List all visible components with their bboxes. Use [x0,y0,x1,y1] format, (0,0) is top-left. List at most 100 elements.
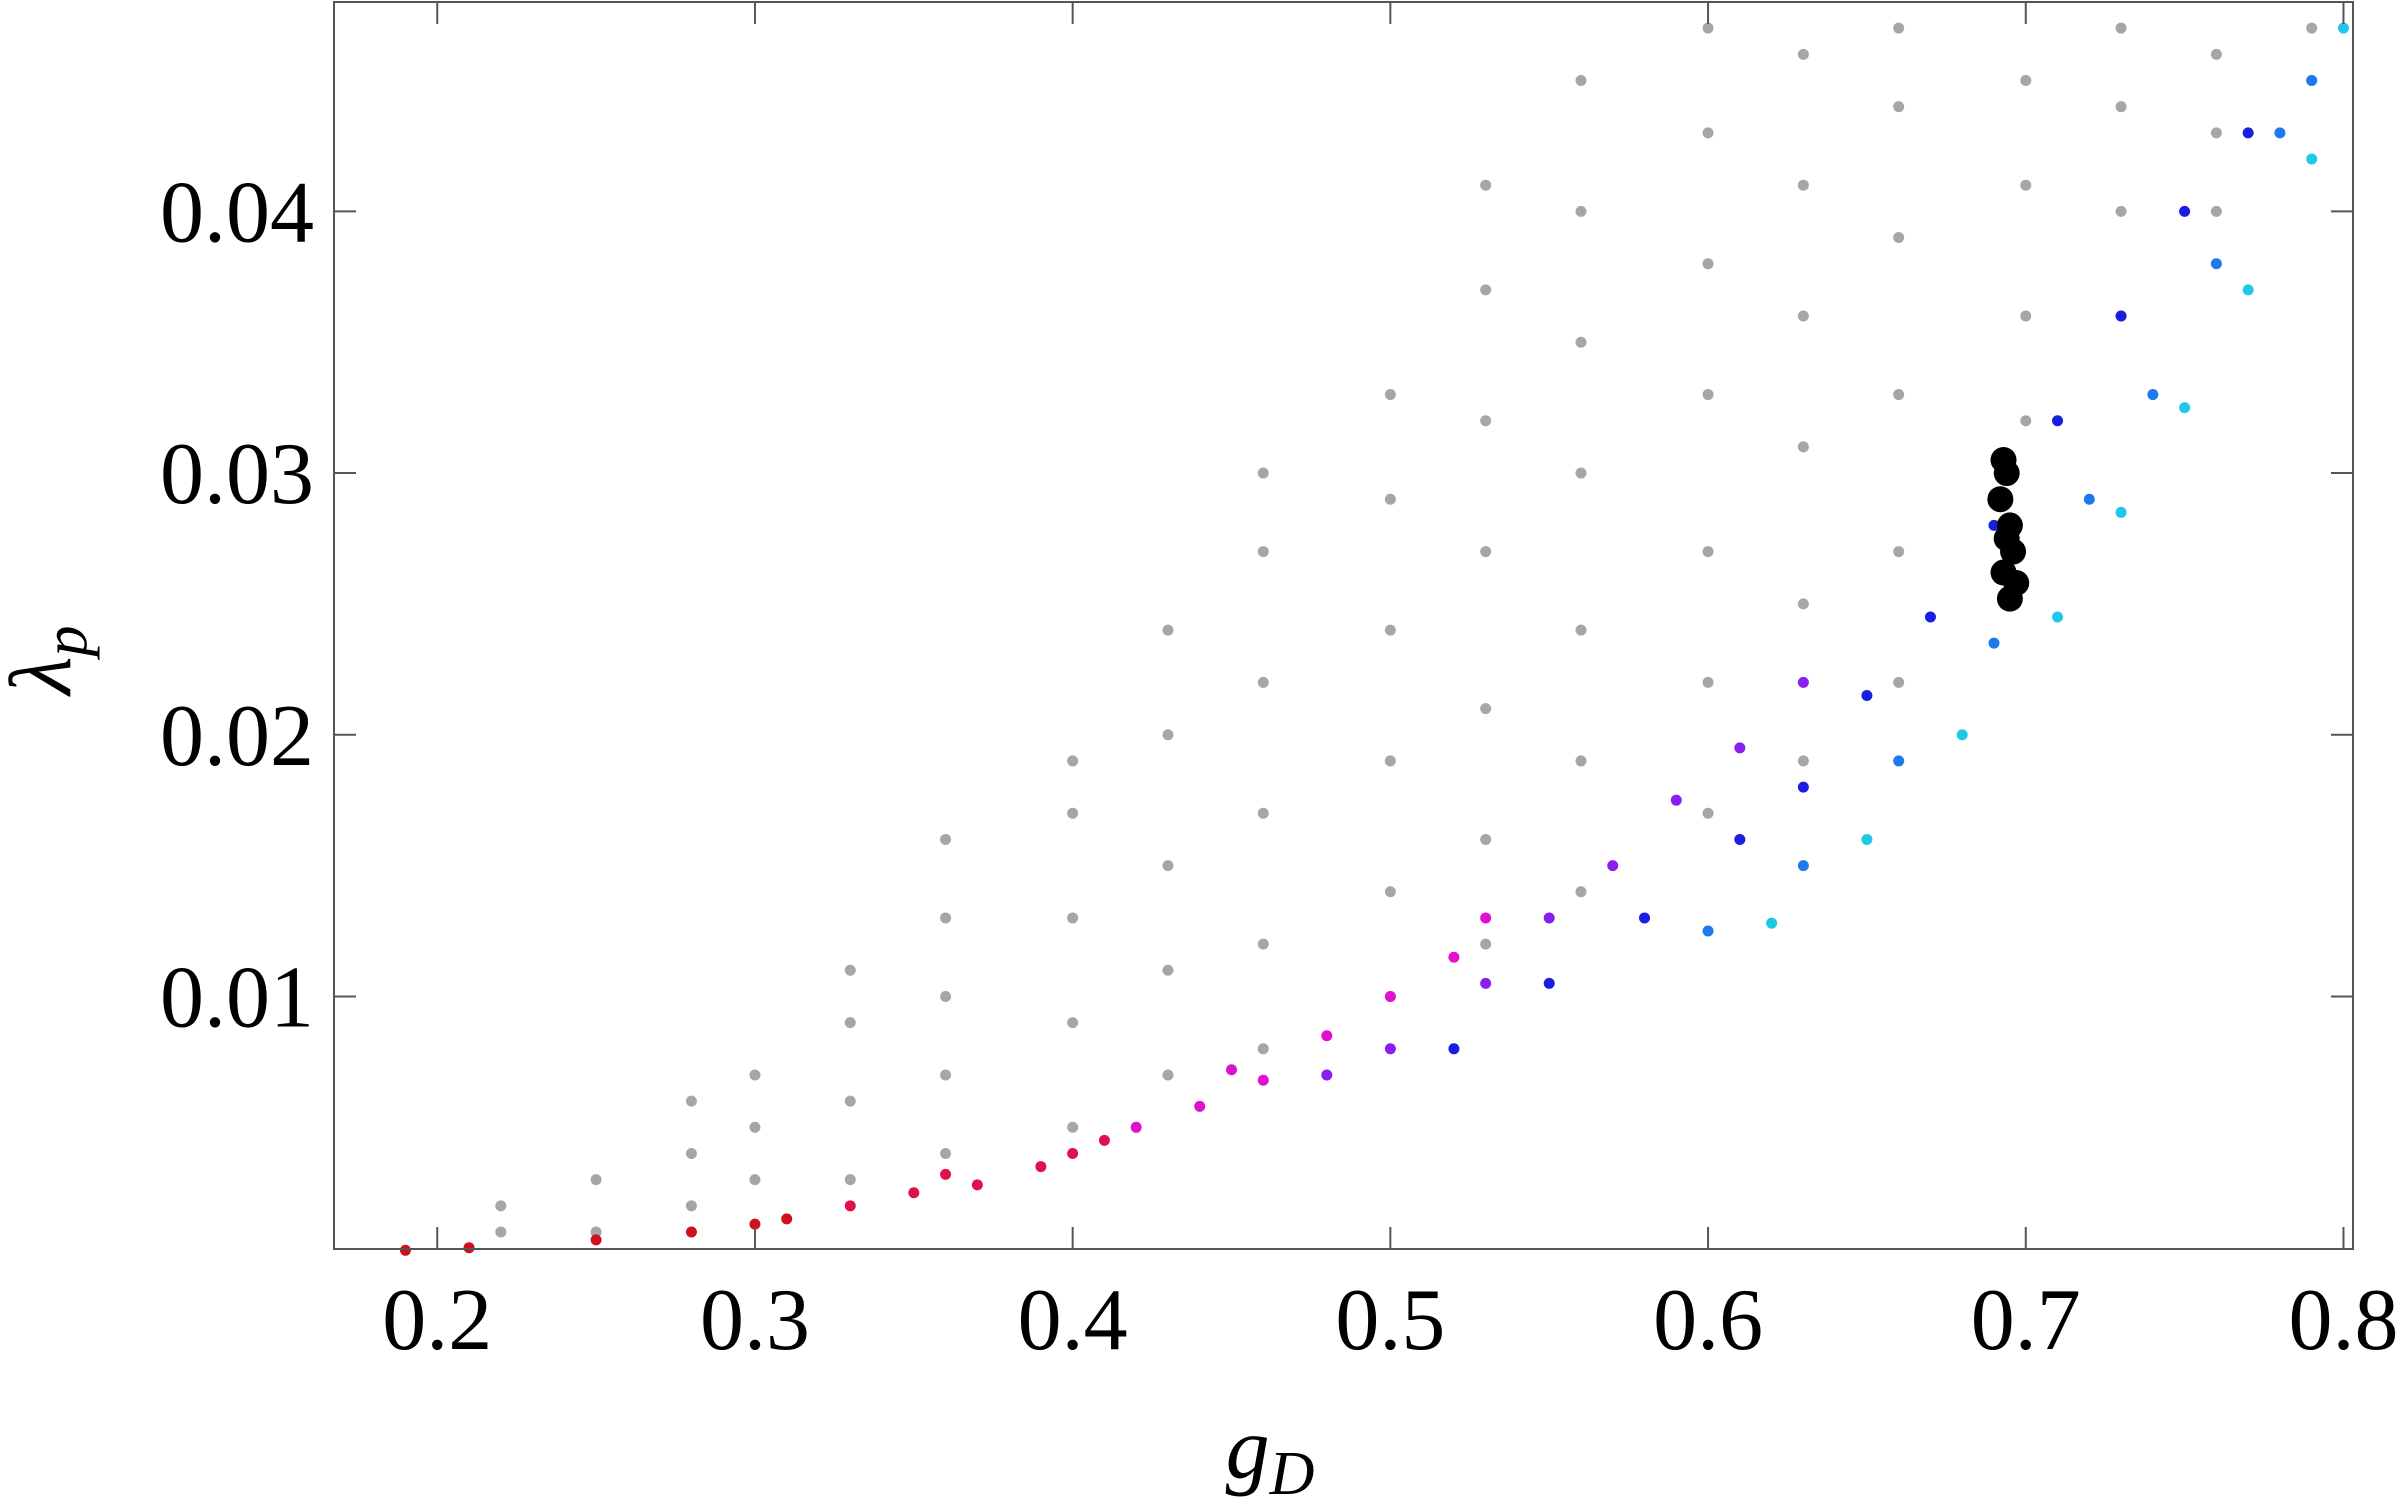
point [685,1226,697,1238]
point [1321,1030,1333,1042]
point [1575,624,1587,636]
point [1480,284,1492,296]
point [1130,1121,1142,1133]
point [1956,729,1968,741]
point [2306,22,2318,34]
point [1162,964,1174,976]
point [1448,951,1460,963]
point [590,1174,602,1186]
point [2242,127,2254,139]
point [1480,938,1492,950]
point [844,1174,856,1186]
point [1162,729,1174,741]
point [749,1218,761,1230]
point [1575,336,1587,348]
point [1861,690,1873,702]
point [1993,460,2020,487]
point [1098,1134,1110,1146]
point [1639,912,1651,924]
x-tick-label: 0.2 [382,1272,492,1369]
point [1067,1017,1079,1029]
point [1384,886,1396,898]
point [1384,990,1396,1002]
point [685,1147,697,1159]
point [1067,1147,1079,1159]
point [2306,153,2318,165]
point [495,1226,507,1238]
x-axis-label: gD [1226,1401,1315,1498]
point [2147,389,2159,401]
point [1162,860,1174,872]
point [1480,415,1492,427]
point [2179,205,2191,217]
point [1575,755,1587,767]
point [2210,127,2222,139]
point [749,1174,761,1186]
point [1993,525,2020,552]
point [1734,833,1746,845]
point [940,1069,952,1081]
point [1987,486,2014,513]
y-tick-label: 0.04 [160,164,314,261]
point [1702,258,1714,270]
point [685,1095,697,1107]
point [1575,467,1587,479]
point [1194,1100,1206,1112]
point [1607,860,1619,872]
point [1257,676,1269,688]
point [1893,232,1905,244]
point [1226,1064,1238,1076]
point [940,833,952,845]
point [495,1200,507,1212]
plot-frame [333,1,2354,1250]
point [1480,703,1492,715]
point [590,1226,602,1238]
point [1575,205,1587,217]
point [844,964,856,976]
point [1702,127,1714,139]
point [844,1017,856,1029]
point [1893,546,1905,558]
point [1575,75,1587,87]
point [1766,917,1778,929]
point [1067,807,1079,819]
point [1990,559,2017,586]
y-label-main: λ [0,656,90,697]
point [1067,755,1079,767]
point [1797,860,1809,872]
point [1257,1074,1269,1086]
point [1384,624,1396,636]
point [1702,676,1714,688]
point [1480,179,1492,191]
point [2115,506,2127,518]
point [1893,101,1905,113]
point [2115,205,2127,217]
point [1797,441,1809,453]
point [1162,1069,1174,1081]
point [2115,101,2127,113]
point [1257,1043,1269,1055]
point [844,1095,856,1107]
x-label-sub: D [1269,1440,1315,1498]
point [2083,493,2095,505]
point [1321,1069,1333,1081]
point [1893,22,1905,34]
point [2115,310,2127,322]
point [1384,755,1396,767]
y-tick-label: 0.03 [160,426,314,523]
x-tick-label: 0.7 [1971,1272,2081,1369]
point [908,1187,920,1199]
point [781,1213,793,1225]
point [1702,807,1714,819]
point [1797,310,1809,322]
point [1162,624,1174,636]
point [2274,127,2286,139]
point [1480,546,1492,558]
point [1257,546,1269,558]
point [1670,794,1682,806]
point [1861,833,1873,845]
point [971,1179,983,1191]
point [1448,1043,1460,1055]
point [2052,611,2064,623]
point [1893,676,1905,688]
